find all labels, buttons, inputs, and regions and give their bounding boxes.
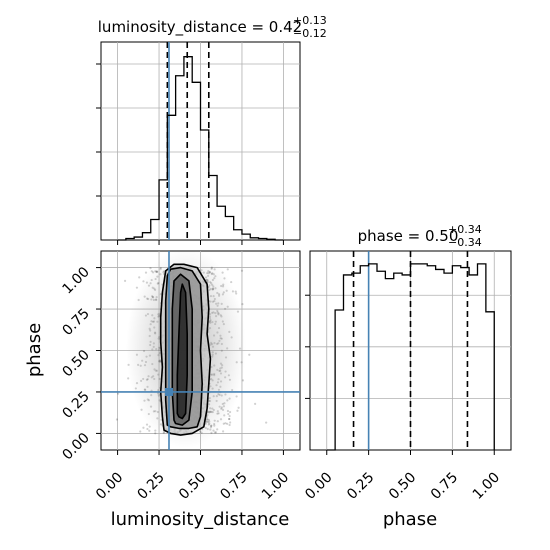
- hist-phase-xtick-label-3: 0.75: [428, 470, 461, 503]
- scatter-ytick-label-1: 0.25: [59, 388, 92, 421]
- sample-point: [148, 429, 151, 432]
- contour-line-3: [176, 283, 188, 420]
- sample-point: [226, 268, 229, 271]
- sample-point: [237, 406, 240, 409]
- sample-point: [254, 402, 257, 405]
- sample-point: [123, 279, 127, 282]
- truth-marker: [164, 387, 173, 396]
- sample-point: [236, 409, 239, 412]
- scatter-xtick-label-0: 0.00: [93, 470, 126, 503]
- hist-phase-xtick-labels: 0.00 0.25 0.50 0.75 1.00: [302, 470, 503, 503]
- scatter-xtick-label-3: 0.75: [217, 470, 250, 503]
- scatter-ylabel: phase: [24, 323, 45, 377]
- hist-lumdist-title-sup: +0.13: [293, 14, 327, 27]
- hist-lumdist-panel: luminosity_distance = 0.42 +0.13 −0.12: [96, 14, 327, 245]
- hist-lumdist-quantiles: [166, 42, 210, 240]
- sample-point: [135, 286, 139, 289]
- sample-point: [228, 417, 231, 421]
- sample-point: [240, 269, 244, 272]
- contour-line-0: [159, 263, 212, 436]
- hist-lumdist-grid: [101, 42, 300, 240]
- hist-lumdist-title: luminosity_distance = 0.42: [98, 18, 302, 37]
- scatter-ytick-label-0: 0.00: [59, 430, 92, 463]
- scatter-xtick-labels: 0.00 0.25 0.50 0.75 1.00: [93, 470, 292, 503]
- sample-point: [127, 377, 130, 380]
- sample-point: [221, 430, 225, 433]
- sample-point: [248, 353, 251, 356]
- hist-phase-title: phase = 0.50: [358, 227, 459, 245]
- hist-lumdist-title-sub: −0.12: [293, 27, 327, 40]
- scatter-panel: 0.00 0.25 0.50 0.75 1.00 0.000.250.500.751.0…: [24, 250, 301, 530]
- scatter-xtick-label-4: 1.00: [259, 470, 292, 503]
- density-contours: [159, 263, 212, 436]
- sample-point: [116, 392, 120, 395]
- hist-phase-quantiles: [352, 251, 469, 450]
- scatter-ytick-labels: 0.00 0.25 0.50 0.75 1.00: [59, 264, 92, 463]
- scatter-ticks: [96, 267, 284, 455]
- scatter-ytick-label-2: 0.50: [59, 347, 92, 380]
- hist-phase-xtick-label-4: 1.00: [470, 470, 503, 503]
- sample-point: [228, 423, 231, 427]
- hist-phase-xlabel: phase: [383, 509, 437, 530]
- scatter-ytick-label-3: 0.75: [59, 306, 92, 339]
- sample-point: [139, 430, 142, 433]
- sample-point: [138, 276, 141, 279]
- hist-phase-panel: 0.00 0.25 0.50 0.75 1.00 phase = 0.50 +0.34 …: [302, 223, 512, 530]
- hist-phase-xtick-label-2: 0.50: [386, 470, 419, 503]
- sample-point: [229, 421, 232, 424]
- sample-point: [146, 427, 149, 431]
- scatter-xtick-label-2: 0.50: [176, 470, 209, 503]
- hist-lumdist-step: [117, 56, 284, 241]
- hist-phase-ticks: [305, 294, 495, 455]
- hist-phase-title-sub: −0.34: [448, 236, 482, 249]
- hist-phase-step: [326, 263, 495, 451]
- contour-line-2: [171, 273, 193, 426]
- scatter-xlabel: luminosity_distance: [111, 509, 290, 530]
- sample-point: [115, 418, 119, 421]
- sample-point: [226, 422, 229, 425]
- sample-point: [265, 421, 268, 424]
- hist-lumdist-ticks: [96, 63, 284, 245]
- hist-phase-xtick-label-1: 0.25: [344, 470, 377, 503]
- hist-phase-xtick-label-0: 0.00: [302, 470, 335, 503]
- hist-phase-grid: [310, 251, 511, 450]
- scatter-xtick-label-1: 0.25: [135, 470, 168, 503]
- sample-point: [228, 417, 231, 421]
- contour-line-1: [164, 266, 203, 430]
- sample-point: [241, 302, 244, 306]
- scatter-ytick-label-4: 1.00: [59, 264, 92, 297]
- sample-point: [142, 426, 145, 429]
- hist-phase-title-sup: +0.34: [448, 223, 482, 236]
